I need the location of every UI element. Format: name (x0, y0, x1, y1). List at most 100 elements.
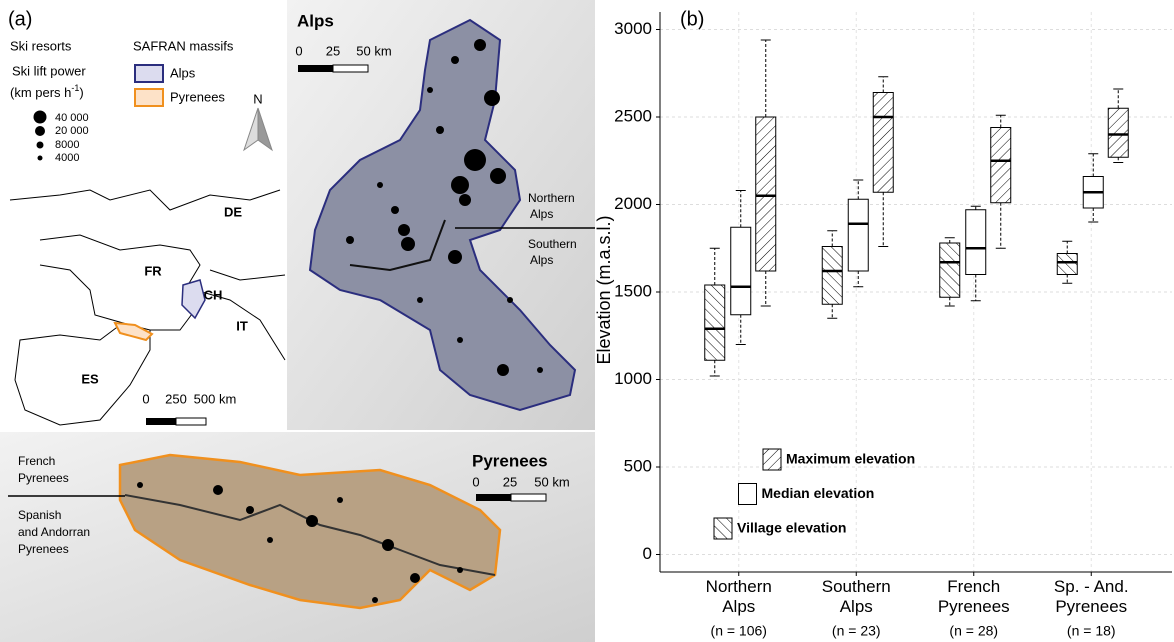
box (730, 226, 752, 316)
legend-label: Maximum elevation (786, 451, 915, 467)
country-border (9, 189, 286, 426)
y-tick-label: 500 (624, 456, 652, 475)
size-key (35, 126, 45, 136)
legend-swatch (762, 448, 782, 471)
size-key (33, 110, 47, 124)
legend-unit: (km pers h-1) (10, 83, 84, 100)
scale-bar (298, 65, 333, 72)
panel-label: (a) (8, 8, 32, 30)
legend-swatch (134, 88, 164, 107)
north-label: N (253, 91, 262, 106)
scale-bar (175, 417, 207, 426)
category-note: (n = 23) (832, 623, 881, 639)
north-arrow (257, 107, 273, 152)
box (965, 209, 987, 275)
box (847, 198, 869, 272)
legend-subtitle: Ski lift power (12, 63, 86, 78)
scale-label: 0 (472, 474, 479, 489)
box (1056, 253, 1078, 275)
north-arrow (243, 107, 259, 152)
unit-text: (km pers h (10, 85, 71, 100)
x-tick-label: Southern Alps (822, 577, 891, 616)
scale-label: 25 (503, 474, 517, 489)
box-group (821, 230, 843, 319)
x-tick-label: Northern Alps (706, 577, 772, 616)
category-note: (n = 28) (949, 623, 998, 639)
y-axis-title: Elevation (m.a.s.l.) (594, 215, 614, 364)
scale-label: 50 km (356, 43, 391, 58)
x-tick-label: Sp. - And. Pyrenees (1054, 577, 1129, 616)
country-label: FR (144, 263, 162, 278)
box (990, 127, 1012, 204)
y-tick-label: 0 (643, 544, 652, 563)
region-label: Southern (528, 237, 577, 251)
country-label: ES (81, 371, 99, 386)
box-group (755, 39, 777, 307)
country-label: DE (224, 204, 242, 219)
scale-label: 0 (142, 391, 149, 406)
legend-title: Ski resorts (10, 38, 72, 53)
y-tick-label: 2500 (614, 106, 652, 125)
box (939, 242, 961, 298)
box-group (939, 237, 961, 307)
size-label: 20 000 (55, 125, 89, 137)
legend-label: Pyrenees (170, 89, 225, 104)
size-label: 8000 (55, 139, 79, 151)
region-label: Northern (528, 191, 575, 205)
resort-dots (137, 482, 463, 603)
alps-massifs (308, 18, 577, 412)
legend-label: Alps (170, 65, 196, 80)
scale-label: 250 (165, 391, 187, 406)
size-key (36, 141, 44, 149)
box-group (847, 179, 869, 288)
scale-label: 50 km (534, 474, 569, 489)
scale-label: 500 km (194, 391, 237, 406)
scale-bar (476, 494, 511, 501)
box-group (1107, 88, 1129, 163)
size-label: 4000 (55, 152, 79, 164)
legend-swatch (134, 64, 164, 83)
region-label: Alps (530, 207, 553, 221)
box (872, 92, 894, 193)
inset-title: Alps (297, 11, 334, 30)
legend-swatch (713, 517, 733, 540)
region-label: and Andorran (18, 525, 90, 539)
scale-bar (146, 418, 176, 425)
region-label: French (18, 454, 55, 468)
y-tick-label: 1000 (614, 369, 652, 388)
legend-label: Median elevation (762, 485, 875, 501)
legend-label: Village elevation (737, 520, 846, 536)
scale-bar (510, 493, 547, 502)
country-label: CH (204, 287, 223, 302)
region-label: Pyrenees (18, 471, 69, 485)
region-label: Pyrenees (18, 542, 69, 556)
inset-title: Pyrenees (472, 451, 548, 470)
box (1107, 107, 1129, 158)
y-tick-label: 1500 (614, 281, 652, 300)
box-group (730, 190, 752, 345)
legend-title: SAFRAN massifs (133, 38, 234, 53)
box-group (990, 114, 1012, 249)
box (704, 284, 726, 361)
alps-divide (349, 219, 446, 272)
unit-exponent: -1 (71, 83, 79, 93)
pyrenees-outline (113, 321, 154, 342)
box-group (1056, 240, 1078, 284)
grid (660, 12, 1172, 572)
y-tick-label: 2000 (614, 194, 652, 213)
box-group (704, 247, 726, 377)
country-label: IT (236, 318, 248, 333)
scale-label: 0 (295, 43, 302, 58)
size-label: 40 000 (55, 112, 89, 124)
x-tick-label: French Pyrenees (938, 577, 1010, 616)
box-group (965, 205, 987, 302)
alps-outline (181, 279, 206, 320)
map-panel: (a) Ski resorts SAFRAN massifs Ski lift … (0, 0, 595, 642)
box-group (1082, 153, 1104, 223)
box (821, 246, 843, 305)
unit-text: ) (79, 85, 83, 100)
region-label: Spanish (18, 508, 61, 522)
category-note: (n = 106) (711, 623, 767, 639)
resort-dots (346, 39, 543, 376)
